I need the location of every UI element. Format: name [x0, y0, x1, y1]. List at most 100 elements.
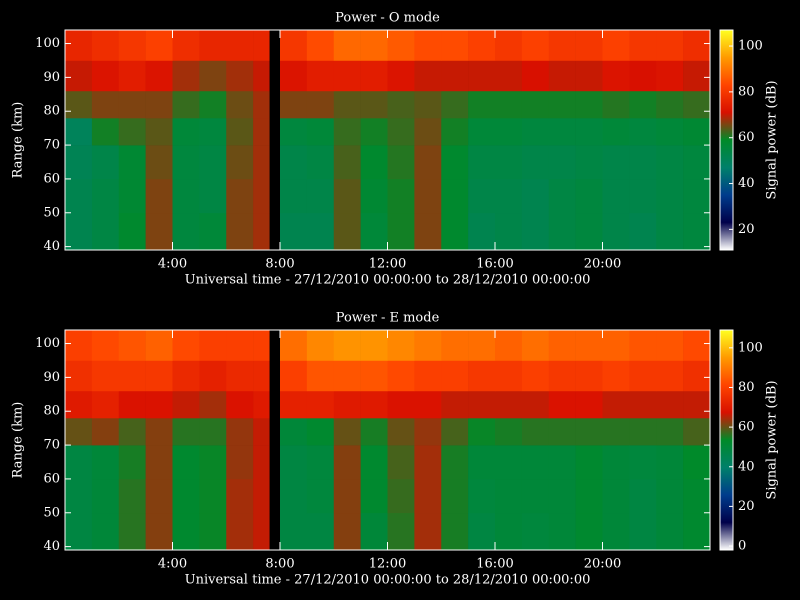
heatmap-cell	[360, 30, 388, 61]
heatmap-cell	[629, 60, 657, 92]
heatmap-cell	[575, 360, 603, 392]
heatmap-cell	[306, 390, 335, 419]
heatmap-cell	[360, 178, 388, 214]
heatmap-cell	[441, 30, 469, 61]
heatmap-cell	[629, 330, 657, 361]
heatmap-cell	[280, 390, 308, 419]
heatmap-cell	[602, 330, 630, 361]
heatmap-cell	[199, 212, 227, 251]
heatmap-cell	[333, 90, 361, 119]
heatmap-cell	[629, 445, 657, 480]
heatmap-cell	[629, 390, 657, 419]
heatmap-cell	[118, 118, 146, 146]
y-axis-label: Range (km)	[11, 102, 26, 179]
heatmap-cell	[199, 445, 227, 480]
heatmap-cell	[495, 145, 523, 180]
heatmap-cell	[199, 30, 227, 61]
heatmap-cell	[683, 30, 711, 61]
heatmap-cell	[468, 145, 496, 180]
heatmap-cell	[629, 178, 657, 214]
heatmap-cell	[495, 90, 523, 119]
heatmap-cell	[495, 418, 523, 446]
heatmap-cell	[683, 90, 711, 119]
heatmap-cell	[548, 145, 576, 180]
heatmap-cell	[414, 390, 442, 419]
heatmap-cell	[333, 145, 361, 180]
heatmap-cell	[91, 445, 120, 480]
heatmap-cell	[360, 145, 388, 180]
y-tick-label: 60	[43, 171, 60, 186]
y-tick-label: 40	[43, 239, 60, 254]
heatmap-cell	[333, 390, 361, 419]
heatmap-cell	[360, 478, 388, 514]
y-tick-label: 60	[43, 471, 60, 486]
heatmap-cell	[521, 212, 550, 251]
heatmap-cell	[253, 418, 270, 446]
heatmap-cell	[468, 360, 496, 392]
panel: 40 50 60 70 80 90 100 4:00 8:00 12:00 16:00 20:00 Po…	[11, 11, 780, 288]
heatmap-cell	[414, 478, 442, 514]
heatmap-cell	[172, 418, 200, 446]
heatmap-cell	[575, 330, 603, 361]
heatmap-cell	[280, 512, 308, 551]
heatmap-cell	[575, 178, 603, 214]
x-tick-label: 4:00	[158, 257, 187, 272]
heatmap-cell	[253, 60, 270, 92]
heatmap-cell	[414, 330, 442, 361]
heatmap-cell	[306, 178, 335, 214]
heatmap-cell	[91, 330, 120, 361]
heatmap-cell	[253, 478, 270, 514]
heatmap-cell	[145, 330, 173, 361]
heatmap-cell	[548, 90, 576, 119]
heatmap-cell	[656, 30, 684, 61]
heatmap-cell	[306, 118, 335, 146]
x-tick-label: 12:00	[369, 257, 406, 272]
heatmap-cell	[333, 30, 361, 61]
heatmap-cell	[226, 390, 254, 419]
heatmap-cell	[495, 30, 523, 61]
heatmap-cell	[441, 360, 469, 392]
heatmap-cell	[656, 390, 684, 419]
heatmap-cell	[118, 478, 146, 514]
heatmap-cell	[91, 418, 120, 446]
heatmap-cell	[656, 418, 684, 446]
heatmap-cell	[91, 478, 120, 514]
heatmap-cell	[306, 330, 335, 361]
heatmap-cell	[65, 212, 93, 251]
heatmap-cell	[172, 360, 200, 392]
heatmap-cell	[280, 90, 308, 119]
heatmap-cell	[414, 118, 442, 146]
colorbar-tick-label: 80	[738, 380, 755, 395]
heatmap-cell	[280, 60, 308, 92]
heatmap-cell	[199, 118, 227, 146]
heatmap-cell	[656, 512, 684, 551]
heatmap-cell	[145, 512, 173, 551]
heatmap-cell	[145, 60, 173, 92]
heatmap-cell	[602, 90, 630, 119]
colorbar-tick-label: 80	[738, 84, 755, 99]
y-tick-label: 100	[35, 336, 60, 351]
heatmap-cell	[495, 60, 523, 92]
heatmap-cell	[656, 330, 684, 361]
heatmap-cell	[602, 445, 630, 480]
heatmap-cell	[414, 178, 442, 214]
heatmap-cell	[280, 118, 308, 146]
heatmap-cell	[306, 90, 335, 119]
heatmap-cell	[91, 512, 120, 551]
heatmap-cell	[65, 360, 93, 392]
heatmap-cell	[226, 512, 254, 551]
heatmap-cell	[253, 360, 270, 392]
heatmap-cell	[656, 90, 684, 119]
heatmap-cell	[495, 212, 523, 251]
heatmap-cell	[683, 390, 711, 419]
heatmap-cell	[656, 145, 684, 180]
colorbar-tick-label: 100	[738, 340, 763, 355]
heatmap-cell	[280, 30, 308, 61]
heatmap-cell	[360, 512, 388, 551]
heatmap-cell	[441, 178, 469, 214]
heatmap-cell	[280, 212, 308, 251]
heatmap-cell	[495, 360, 523, 392]
heatmap-cell	[521, 478, 550, 514]
heatmap-cell	[226, 445, 254, 480]
